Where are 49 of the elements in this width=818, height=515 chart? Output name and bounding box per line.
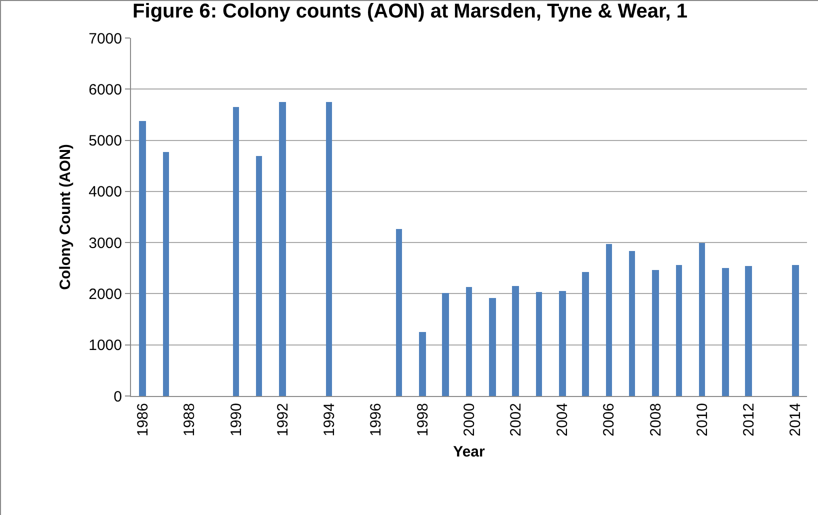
bar — [442, 293, 449, 396]
bar — [489, 298, 496, 396]
bar — [629, 251, 635, 396]
x-tick-label: 1998 — [414, 403, 432, 436]
x-tick-label: 2014 — [787, 403, 804, 436]
bar — [396, 229, 402, 396]
bar — [745, 266, 752, 396]
bar — [792, 265, 799, 396]
x-tick-label: 1990 — [228, 403, 245, 436]
x-tick-label: 1992 — [274, 403, 292, 436]
y-tick-label: 5000 — [88, 132, 122, 150]
x-tick-label: 2012 — [740, 403, 758, 436]
y-tick-label: 1000 — [88, 337, 122, 354]
y-tick-label: 7000 — [88, 30, 122, 48]
bar — [139, 121, 146, 396]
x-tick-label: 1996 — [368, 403, 385, 436]
x-tick-label: 1986 — [134, 403, 152, 436]
bar — [256, 156, 262, 396]
bar — [326, 102, 332, 396]
bar — [676, 265, 682, 396]
bar — [279, 102, 286, 396]
bar — [722, 268, 729, 396]
bar — [419, 332, 426, 396]
x-tick-label: 2000 — [460, 403, 478, 436]
x-tick-label: 2006 — [600, 403, 618, 436]
x-axis-title: Year — [453, 443, 486, 460]
x-tick-label: 1988 — [181, 403, 198, 436]
x-tick-label: 2002 — [507, 403, 524, 436]
y-tick-label: 2000 — [88, 286, 122, 303]
bar — [699, 243, 705, 396]
y-tick-label: 3000 — [88, 234, 122, 252]
bar — [559, 291, 566, 396]
bar — [466, 287, 472, 396]
y-tick-label: 4000 — [88, 184, 122, 201]
bar — [582, 272, 589, 396]
bar — [536, 292, 542, 396]
x-tick-label: 2010 — [694, 403, 711, 436]
x-tick-label: 2008 — [647, 403, 664, 436]
bar — [233, 107, 239, 396]
bar — [606, 244, 612, 396]
x-tick-label: 1994 — [321, 403, 338, 436]
chart-title: Figure 6: Colony counts (AON) at Marsden, Tyne & Wear, 1 — [132, 0, 688, 23]
y-axis-title: Colony Count (AON) — [56, 144, 74, 290]
y-tick-label: 0 — [114, 388, 122, 406]
x-tick-label: 2004 — [554, 403, 572, 436]
y-tick-label: 6000 — [88, 81, 122, 98]
bar — [512, 286, 519, 396]
bar — [652, 270, 659, 396]
bar — [163, 152, 169, 396]
